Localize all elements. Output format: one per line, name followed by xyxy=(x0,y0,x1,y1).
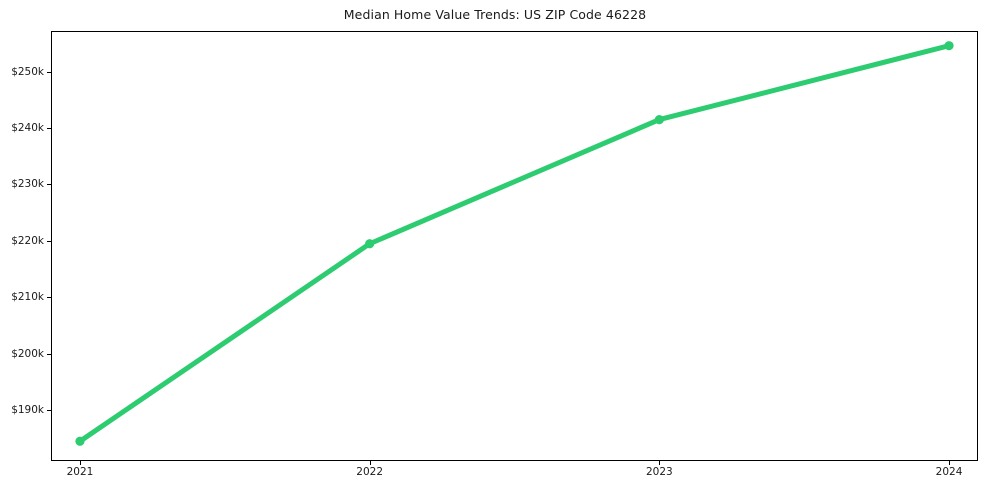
y-axis-tick-label: $190k xyxy=(11,404,44,417)
y-axis-tick-label: $210k xyxy=(11,291,44,304)
y-axis-tick-mark xyxy=(47,72,51,73)
chart-title: Median Home Value Trends: US ZIP Code 46… xyxy=(343,7,647,22)
x-axis-tick-label: 2022 xyxy=(356,466,384,478)
y-axis-tick-mark xyxy=(47,354,51,355)
data-point-marker xyxy=(944,41,954,51)
y-axis-tick-label: $250k xyxy=(11,65,44,78)
y-axis-tick-label: $220k xyxy=(11,234,44,247)
x-axis-tick-mark xyxy=(370,461,371,465)
y-axis-tick-mark xyxy=(47,297,51,298)
x-axis-tick-label: 2021 xyxy=(66,466,94,478)
x-axis-tick-mark xyxy=(949,461,950,465)
y-axis-tick-label: $200k xyxy=(11,347,44,360)
y-axis-tick-mark xyxy=(47,128,51,129)
series-line-median-home-value xyxy=(77,43,952,444)
plot-area xyxy=(51,31,978,461)
y-axis-tick-label: $240k xyxy=(11,122,44,135)
x-axis-tick-mark xyxy=(659,461,660,465)
data-point-marker xyxy=(365,239,375,249)
series-markers xyxy=(75,41,954,446)
x-axis-tick-label: 2023 xyxy=(645,466,673,478)
y-axis-tick-mark xyxy=(47,184,51,185)
data-series-layer xyxy=(75,41,954,446)
y-axis-tick-label: $230k xyxy=(11,178,44,191)
data-point-marker xyxy=(75,436,85,446)
data-point-marker xyxy=(654,115,664,125)
x-axis-tick-mark xyxy=(80,461,81,465)
x-axis-tick-label: 2024 xyxy=(935,466,963,478)
y-axis-tick-mark xyxy=(47,241,51,242)
y-axis-tick-labels: $190k $200k $210k $220k $230k $240k $250k xyxy=(0,0,44,490)
y-axis-tick-mark xyxy=(47,410,51,411)
